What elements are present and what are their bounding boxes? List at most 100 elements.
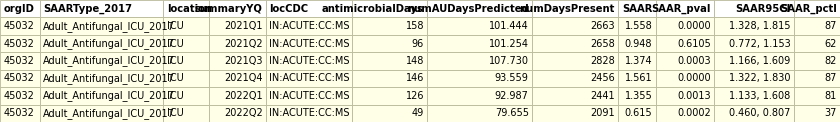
Bar xyxy=(618,87,656,105)
Text: ICU: ICU xyxy=(167,56,183,66)
Bar xyxy=(714,52,794,70)
Text: 0.0000: 0.0000 xyxy=(677,73,711,83)
Bar xyxy=(266,87,352,105)
Bar xyxy=(39,52,164,70)
Bar xyxy=(209,17,266,35)
Bar xyxy=(266,52,352,70)
Text: 2021Q4: 2021Q4 xyxy=(224,73,263,83)
Text: 0.6105: 0.6105 xyxy=(677,39,711,49)
Bar xyxy=(266,0,352,17)
Text: 2021Q1: 2021Q1 xyxy=(224,21,263,31)
Text: 2022Q2: 2022Q2 xyxy=(224,108,263,118)
Bar xyxy=(428,35,532,52)
Bar xyxy=(428,0,532,17)
Bar xyxy=(0,105,39,122)
Bar xyxy=(164,0,209,17)
Bar xyxy=(794,105,840,122)
Bar xyxy=(39,105,164,122)
Bar xyxy=(428,52,532,70)
Text: 2091: 2091 xyxy=(590,108,615,118)
Bar xyxy=(794,17,840,35)
Bar xyxy=(532,87,618,105)
Bar xyxy=(714,87,794,105)
Text: 45032: 45032 xyxy=(3,56,34,66)
Bar xyxy=(428,70,532,87)
Text: locCDC: locCDC xyxy=(270,4,308,14)
Text: summaryYQ: summaryYQ xyxy=(195,4,263,14)
Bar xyxy=(352,70,428,87)
Bar xyxy=(714,105,794,122)
Bar xyxy=(0,52,39,70)
Text: SAAR_pval: SAAR_pval xyxy=(652,4,711,14)
Bar xyxy=(0,35,39,52)
Bar xyxy=(618,105,656,122)
Text: IN:ACUTE:CC:MS: IN:ACUTE:CC:MS xyxy=(270,39,350,49)
Text: 148: 148 xyxy=(406,56,424,66)
Bar xyxy=(656,0,714,17)
Bar xyxy=(164,17,209,35)
Text: ICU: ICU xyxy=(167,21,183,31)
Bar xyxy=(164,52,209,70)
Bar xyxy=(266,105,352,122)
Text: SAAR: SAAR xyxy=(622,4,653,14)
Bar xyxy=(209,70,266,87)
Bar xyxy=(266,17,352,35)
Bar xyxy=(656,35,714,52)
Text: 0.0002: 0.0002 xyxy=(677,108,711,118)
Text: 107.730: 107.730 xyxy=(489,56,528,66)
Text: 2021Q2: 2021Q2 xyxy=(224,39,263,49)
Text: 0.460, 0.807: 0.460, 0.807 xyxy=(729,108,790,118)
Bar xyxy=(532,0,618,17)
Bar xyxy=(39,0,164,17)
Text: 0.0000: 0.0000 xyxy=(677,21,711,31)
Text: 1.133, 1.608: 1.133, 1.608 xyxy=(729,91,790,101)
Text: Adult_Antifungal_ICU_2017: Adult_Antifungal_ICU_2017 xyxy=(43,90,175,101)
Bar xyxy=(352,105,428,122)
Text: 2828: 2828 xyxy=(590,56,615,66)
Text: SAARType_2017: SAARType_2017 xyxy=(43,4,132,14)
Text: 62: 62 xyxy=(824,39,837,49)
Text: 0.772, 1.153: 0.772, 1.153 xyxy=(729,39,790,49)
Bar xyxy=(794,35,840,52)
Text: antimicrobialDays: antimicrobialDays xyxy=(322,4,424,14)
Text: 49: 49 xyxy=(412,108,424,118)
Text: 96: 96 xyxy=(412,39,424,49)
Text: 0.948: 0.948 xyxy=(625,39,653,49)
Text: 45032: 45032 xyxy=(3,39,34,49)
Bar xyxy=(532,17,618,35)
Text: IN:ACUTE:CC:MS: IN:ACUTE:CC:MS xyxy=(270,56,350,66)
Bar xyxy=(209,105,266,122)
Text: 1.328, 1.815: 1.328, 1.815 xyxy=(729,21,790,31)
Bar xyxy=(532,70,618,87)
Text: 82: 82 xyxy=(824,56,837,66)
Bar xyxy=(266,70,352,87)
Bar xyxy=(794,87,840,105)
Text: 0.0013: 0.0013 xyxy=(677,91,711,101)
Bar xyxy=(532,52,618,70)
Bar xyxy=(714,35,794,52)
Text: ICU: ICU xyxy=(167,108,183,118)
Text: 2456: 2456 xyxy=(590,73,615,83)
Text: 1.374: 1.374 xyxy=(625,56,653,66)
Text: 81: 81 xyxy=(824,91,837,101)
Bar xyxy=(656,105,714,122)
Text: 0.615: 0.615 xyxy=(625,108,653,118)
Bar xyxy=(352,87,428,105)
Text: 2663: 2663 xyxy=(590,21,615,31)
Bar xyxy=(714,70,794,87)
Text: Adult_Antifungal_ICU_2017: Adult_Antifungal_ICU_2017 xyxy=(43,73,175,84)
Text: Adult_Antifungal_ICU_2017: Adult_Antifungal_ICU_2017 xyxy=(43,56,175,66)
Text: 1.355: 1.355 xyxy=(625,91,653,101)
Text: Adult_Antifungal_ICU_2017: Adult_Antifungal_ICU_2017 xyxy=(43,38,175,49)
Text: 37: 37 xyxy=(824,108,837,118)
Bar xyxy=(532,105,618,122)
Text: 2441: 2441 xyxy=(590,91,615,101)
Text: IN:ACUTE:CC:MS: IN:ACUTE:CC:MS xyxy=(270,21,350,31)
Bar xyxy=(352,0,428,17)
Text: 0.0003: 0.0003 xyxy=(677,56,711,66)
Text: 45032: 45032 xyxy=(3,91,34,101)
Bar xyxy=(164,87,209,105)
Text: SAAR_pctl: SAAR_pctl xyxy=(780,4,837,14)
Bar xyxy=(39,35,164,52)
Bar xyxy=(794,70,840,87)
